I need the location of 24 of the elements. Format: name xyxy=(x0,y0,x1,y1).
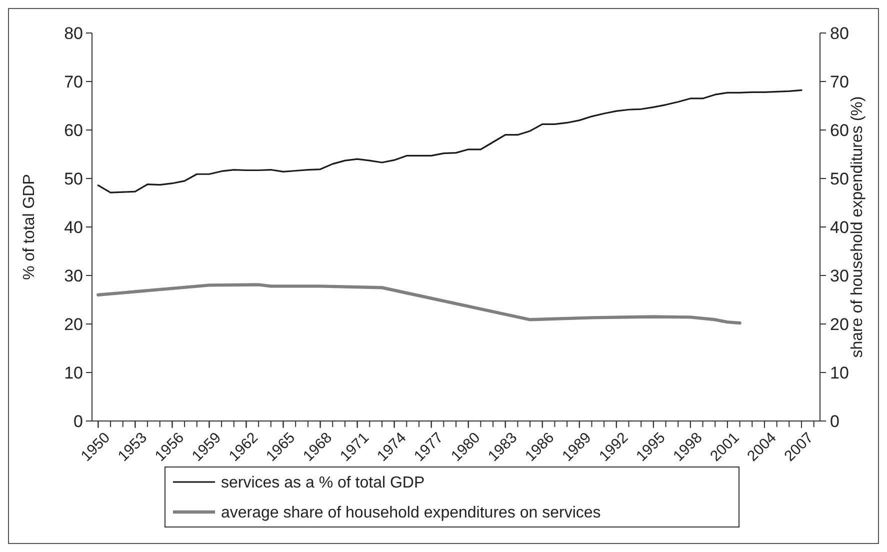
y2-tick-label: 80 xyxy=(830,24,849,43)
legend-label: average share of household expenditures on services xyxy=(221,504,601,522)
y2-tick-label: 40 xyxy=(830,218,849,237)
y-tick-label: 70 xyxy=(64,72,83,92)
y2-tick-label: 60 xyxy=(830,120,849,140)
y2-tick-label: 20 xyxy=(830,314,849,334)
y2-tick-label: 50 xyxy=(830,169,849,188)
y2-tick-label: 30 xyxy=(830,266,849,286)
line-series xyxy=(96,283,742,325)
y-tick-label: 0 xyxy=(74,412,83,431)
y-tick-label: 20 xyxy=(64,314,83,334)
y-tick-label: 50 xyxy=(64,169,83,188)
y2-axis-title: share of household expenditures (%) xyxy=(849,96,866,358)
y-tick-label: 40 xyxy=(64,218,83,237)
y2-tick-label: 70 xyxy=(830,72,849,92)
y-tick-label: 30 xyxy=(64,266,83,286)
legend-label: services as a % of total GDP xyxy=(221,474,425,492)
y-tick-label: 10 xyxy=(64,363,83,382)
y2-tick-label: 10 xyxy=(830,363,849,382)
y2-tick-label: 0 xyxy=(830,412,840,431)
y-axis-title: % of total GDP xyxy=(21,174,38,280)
line-series xyxy=(97,89,802,194)
y-tick-label: 60 xyxy=(64,120,83,140)
y-tick-label: 80 xyxy=(64,24,83,43)
